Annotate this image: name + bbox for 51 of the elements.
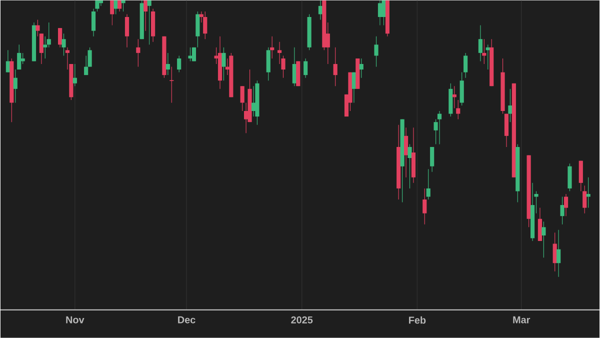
candlestick — [578, 160, 583, 192]
x-tick-label: Mar — [513, 316, 530, 324]
candlestick — [568, 163, 572, 192]
candlestick — [196, 11, 200, 48]
candlestick — [460, 72, 464, 106]
candlestick — [203, 11, 208, 40]
candlestick — [508, 88, 512, 122]
candlestick — [136, 38, 140, 68]
candlestick — [188, 47, 192, 62]
candlestick — [374, 36, 378, 68]
candlestick — [124, 14, 130, 48]
candlestick — [177, 55, 182, 73]
candlestick — [478, 25, 482, 62]
candlestick — [456, 100, 460, 120]
candlestick — [382, 0, 386, 26]
candlestick — [17, 44, 22, 70]
candlestick — [266, 47, 270, 81]
candlestick — [333, 47, 338, 86]
candlestick — [13, 69, 18, 104]
candlestick — [240, 86, 244, 112]
candlestick — [404, 127, 408, 178]
x-tick-label: 2025 — [291, 316, 313, 324]
candlestick — [72, 64, 77, 86]
candlestick — [62, 33, 66, 56]
candlestick — [464, 52, 468, 78]
candlestick — [91, 8, 96, 37]
candlestick — [504, 114, 509, 148]
candlestick — [169, 66, 174, 104]
candlestick — [58, 28, 62, 48]
candlestick — [110, 0, 114, 26]
candlestick — [426, 168, 430, 200]
x-tick-label: Feb — [409, 316, 426, 324]
candlestick — [304, 58, 308, 78]
candlestick — [538, 208, 542, 242]
candlestick — [556, 230, 561, 278]
candlestick — [430, 146, 434, 172]
candlestick — [560, 196, 564, 225]
candlestick — [144, 0, 148, 32]
candlestick — [437, 110, 442, 145]
candlestick — [222, 47, 226, 81]
candlestick — [408, 144, 412, 189]
candlestick — [147, 0, 152, 46]
candlestick — [166, 52, 170, 76]
candlestick — [359, 58, 364, 78]
candlestick — [582, 185, 587, 214]
x-tick-label: Dec — [178, 316, 196, 324]
candlestick — [422, 188, 427, 225]
candlestick — [552, 232, 557, 272]
x-tick-label: Nov — [66, 316, 84, 324]
candlestick — [542, 221, 546, 258]
candlestick — [564, 194, 568, 216]
